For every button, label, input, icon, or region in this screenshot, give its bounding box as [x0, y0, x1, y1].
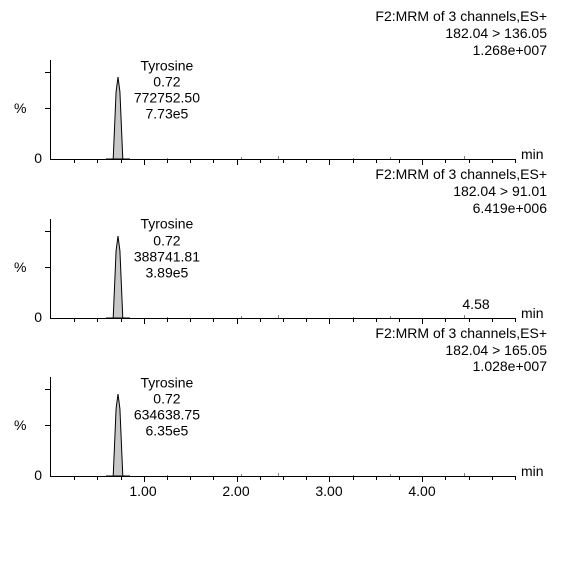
peak-annotation: Tyrosine0.72772752.507.73e5	[134, 57, 200, 121]
panel-header: F2:MRM of 3 channels,ES+182.04 > 165.051…	[10, 325, 553, 375]
y-axis-area: %0	[10, 377, 50, 477]
x-axis-unit: min	[521, 463, 553, 479]
peak-annotation: Tyrosine0.72634638.756.35e5	[134, 374, 200, 438]
header-line3: 1.268e+007	[10, 42, 547, 59]
y-axis-label: %	[14, 259, 26, 275]
chromatogram-peak	[106, 394, 130, 476]
peak-area: 388741.81	[134, 248, 200, 264]
peak-area: 772752.50	[134, 90, 200, 106]
plot-area: Tyrosine0.72772752.507.73e5	[50, 60, 515, 160]
peak-height: 7.73e5	[134, 106, 200, 122]
x-tick-label: 2.00	[222, 483, 249, 499]
x-axis-unit: min	[521, 146, 553, 162]
peak-height: 3.89e5	[134, 264, 200, 280]
y-axis-area: %0	[10, 60, 50, 160]
chromatogram-peak	[106, 77, 130, 159]
peak-height: 6.35e5	[134, 422, 200, 438]
plot-row: %0 Tyrosine0.72772752.507.73e5 min	[10, 60, 553, 160]
peak-name: Tyrosine	[134, 374, 200, 390]
minor-peak-label: 4.58	[462, 296, 489, 312]
chromatogram-peak	[106, 236, 130, 318]
x-tick-label: 1.00	[129, 483, 156, 499]
y-axis-area: %0	[10, 219, 50, 319]
header-line2: 182.04 > 165.05	[10, 342, 547, 359]
plot-row: %0 Tyrosine0.72388741.813.89e5 4.58 min	[10, 219, 553, 319]
peak-area: 634638.75	[134, 406, 200, 422]
header-line3: 6.419e+006	[10, 200, 547, 217]
peak-name: Tyrosine	[134, 216, 200, 232]
header-line1: F2:MRM of 3 channels,ES+	[10, 166, 547, 183]
x-ticks	[51, 476, 515, 482]
header-line3: 1.028e+007	[10, 358, 547, 375]
plot-area: Tyrosine0.72388741.813.89e5 4.58	[50, 219, 515, 319]
x-axis-unit: min	[521, 305, 553, 321]
x-tick-labels: 1.00 2.00 3.00 4.00	[50, 483, 515, 503]
peak-annotation: Tyrosine0.72388741.813.89e5	[134, 216, 200, 280]
plot-area: Tyrosine0.72634638.756.35e5	[50, 377, 515, 477]
chromatogram-panel: F2:MRM of 3 channels,ES+182.04 > 91.016.…	[10, 166, 553, 318]
header-line1: F2:MRM of 3 channels,ES+	[10, 325, 547, 342]
chromatogram-panel: F2:MRM of 3 channels,ES+182.04 > 165.051…	[10, 325, 553, 503]
plot-row: %0 Tyrosine0.72634638.756.35e5 min	[10, 377, 553, 477]
header-line2: 182.04 > 91.01	[10, 183, 547, 200]
panel-header: F2:MRM of 3 channels,ES+182.04 > 91.016.…	[10, 166, 553, 216]
peak-rt: 0.72	[134, 232, 200, 248]
header-line2: 182.04 > 136.05	[10, 25, 547, 42]
header-line1: F2:MRM of 3 channels,ES+	[10, 8, 547, 25]
x-ticks	[51, 159, 515, 165]
peak-rt: 0.72	[134, 390, 200, 406]
y-tick-0: 0	[34, 467, 42, 483]
peak-rt: 0.72	[134, 73, 200, 89]
y-tick-0: 0	[34, 309, 42, 325]
x-tick-label: 4.00	[408, 483, 435, 499]
x-ticks	[51, 318, 515, 324]
chromatogram-panel: F2:MRM of 3 channels,ES+182.04 > 136.051…	[10, 8, 553, 160]
y-axis-label: %	[14, 100, 26, 116]
peak-name: Tyrosine	[134, 57, 200, 73]
x-tick-label: 3.00	[315, 483, 342, 499]
panel-header: F2:MRM of 3 channels,ES+182.04 > 136.051…	[10, 8, 553, 58]
y-axis-label: %	[14, 417, 26, 433]
y-tick-0: 0	[34, 150, 42, 166]
